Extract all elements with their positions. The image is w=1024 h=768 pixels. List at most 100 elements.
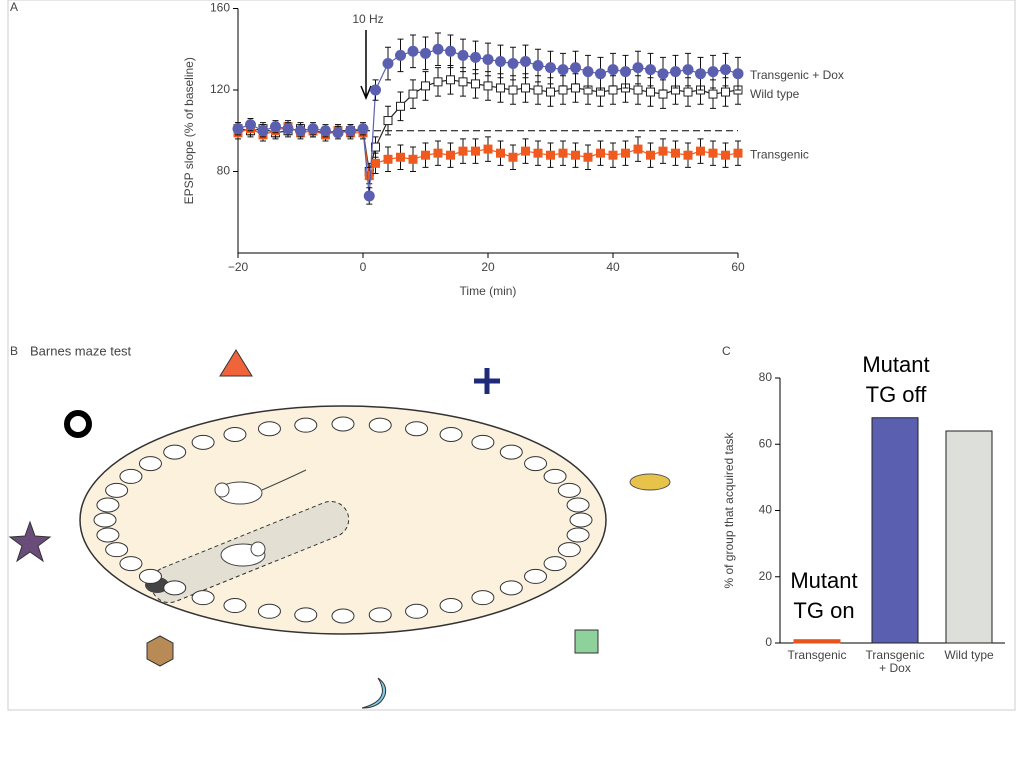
frame <box>7 0 1016 711</box>
maze-hole <box>96 527 120 543</box>
maze-hole <box>368 417 392 433</box>
marker <box>621 148 630 158</box>
annotation: Mutant <box>790 568 857 593</box>
marker <box>257 125 269 137</box>
marker <box>357 123 369 135</box>
cue-star <box>8 520 52 563</box>
marker <box>483 81 493 91</box>
maze-hole <box>569 512 593 528</box>
maze <box>8 349 671 709</box>
marker <box>732 68 744 80</box>
annotation: TG off <box>866 382 928 407</box>
marker <box>371 142 380 152</box>
x-tick-label: Transgenic + Dox <box>865 648 925 675</box>
marker <box>407 45 419 57</box>
maze-hole <box>543 468 567 484</box>
marker <box>558 85 568 95</box>
bar <box>945 430 993 644</box>
marker <box>632 62 644 74</box>
marker <box>446 150 455 160</box>
marker <box>721 150 730 160</box>
marker <box>571 150 580 160</box>
maze-hole <box>119 468 143 484</box>
maze-hole <box>499 444 523 460</box>
maze-hole <box>223 426 247 442</box>
mouse <box>214 469 307 505</box>
marker <box>633 85 643 95</box>
marker <box>432 43 444 55</box>
marker <box>307 123 319 135</box>
maze-hole <box>499 580 523 596</box>
x-axis-label: Time (min) <box>460 284 517 298</box>
y-axis-label: EPSP slope (% of baseline) <box>182 57 196 204</box>
marker <box>408 89 418 99</box>
marker <box>532 60 544 72</box>
marker <box>720 64 731 76</box>
marker <box>683 87 693 97</box>
maze-hole <box>294 607 318 623</box>
maze-hole <box>557 482 581 498</box>
marker <box>433 77 443 87</box>
maze-hole <box>405 421 429 437</box>
marker <box>471 146 480 156</box>
marker <box>671 148 680 158</box>
marker <box>421 150 430 160</box>
maze-hole <box>105 542 129 558</box>
marker <box>508 85 518 95</box>
maze-hole <box>557 542 581 558</box>
cue-moon <box>361 677 387 709</box>
x-tick-label: −20 <box>228 260 249 274</box>
maze-hole <box>524 456 548 472</box>
marker <box>332 127 344 139</box>
marker <box>670 66 681 78</box>
marker <box>420 47 431 59</box>
maze-hole <box>331 416 355 432</box>
y-tick-label: 80 <box>217 164 231 178</box>
marker <box>382 58 394 70</box>
annotation: Mutant <box>862 352 929 377</box>
marker <box>608 150 618 160</box>
marker <box>607 64 619 76</box>
maze-hole <box>368 607 392 623</box>
marker <box>295 125 306 137</box>
maze-hole <box>566 527 590 543</box>
maze-hole <box>257 603 281 619</box>
marker <box>396 152 405 162</box>
marker <box>495 55 506 67</box>
marker <box>596 148 605 158</box>
panel-title: Barnes maze test <box>30 343 132 358</box>
y-tick-label: 20 <box>759 569 773 583</box>
marker <box>345 125 356 137</box>
cue-triangle <box>219 349 253 377</box>
cue-ellipse <box>629 473 671 491</box>
marker <box>545 62 556 74</box>
maze-hole <box>524 568 548 584</box>
bar <box>793 639 841 644</box>
y-tick-label: 60 <box>759 436 773 450</box>
marker <box>232 123 244 135</box>
marker <box>396 101 405 111</box>
marker <box>645 64 656 76</box>
marker <box>458 146 468 156</box>
maze-hole <box>163 444 187 460</box>
marker <box>683 150 693 160</box>
bar <box>871 417 919 644</box>
marker <box>470 51 481 63</box>
maze-hole <box>543 556 567 572</box>
maze-hole <box>331 608 355 624</box>
marker <box>364 171 374 181</box>
marker <box>245 119 256 131</box>
maze-hole <box>191 590 215 606</box>
marker <box>533 148 543 158</box>
marker <box>646 150 655 160</box>
marker <box>657 68 669 80</box>
y-axis-label: % of group that acquired task <box>722 431 736 588</box>
marker <box>383 116 393 126</box>
marker <box>496 148 505 158</box>
maze-hole <box>439 598 463 614</box>
maze-hole <box>96 497 120 513</box>
marker <box>646 87 655 97</box>
marker <box>507 58 519 70</box>
